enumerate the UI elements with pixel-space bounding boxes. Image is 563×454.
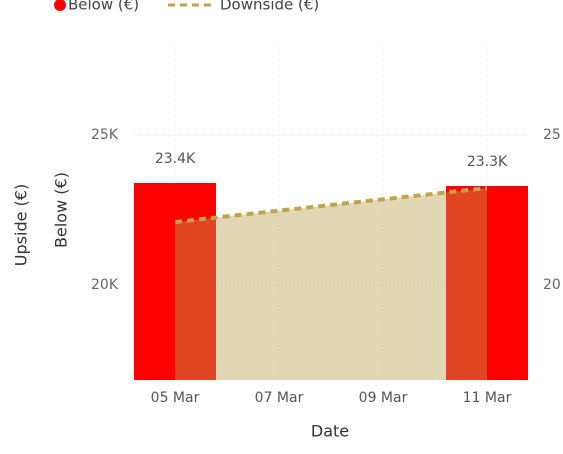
y-axis-title: Upside (€) (12, 184, 31, 266)
legend-label: Downside (€) (220, 0, 319, 14)
data-label: 23.4K (155, 151, 196, 167)
bar (134, 182, 216, 380)
y-tick-label: 25K (91, 127, 119, 143)
y-tick-label: 20K (91, 277, 119, 293)
area (175, 188, 487, 380)
x-axis-title: Date (311, 422, 349, 441)
y2-tick-label: 20 (543, 277, 561, 293)
x-tick-label: 11 Mar (463, 390, 512, 406)
legend-label: Below (€) (68, 0, 139, 14)
data-label: 23.3K (467, 154, 508, 170)
x-tick-label: 09 Mar (359, 390, 408, 406)
y2-tick-label: 25 (543, 127, 561, 143)
x-tick-label: 07 Mar (255, 390, 304, 406)
bar (446, 185, 528, 380)
line (174, 186, 488, 224)
x-tick-label: 05 Mar (151, 390, 200, 406)
y-axis-title: Below (€) (52, 172, 71, 248)
legend-marker (54, 0, 66, 11)
